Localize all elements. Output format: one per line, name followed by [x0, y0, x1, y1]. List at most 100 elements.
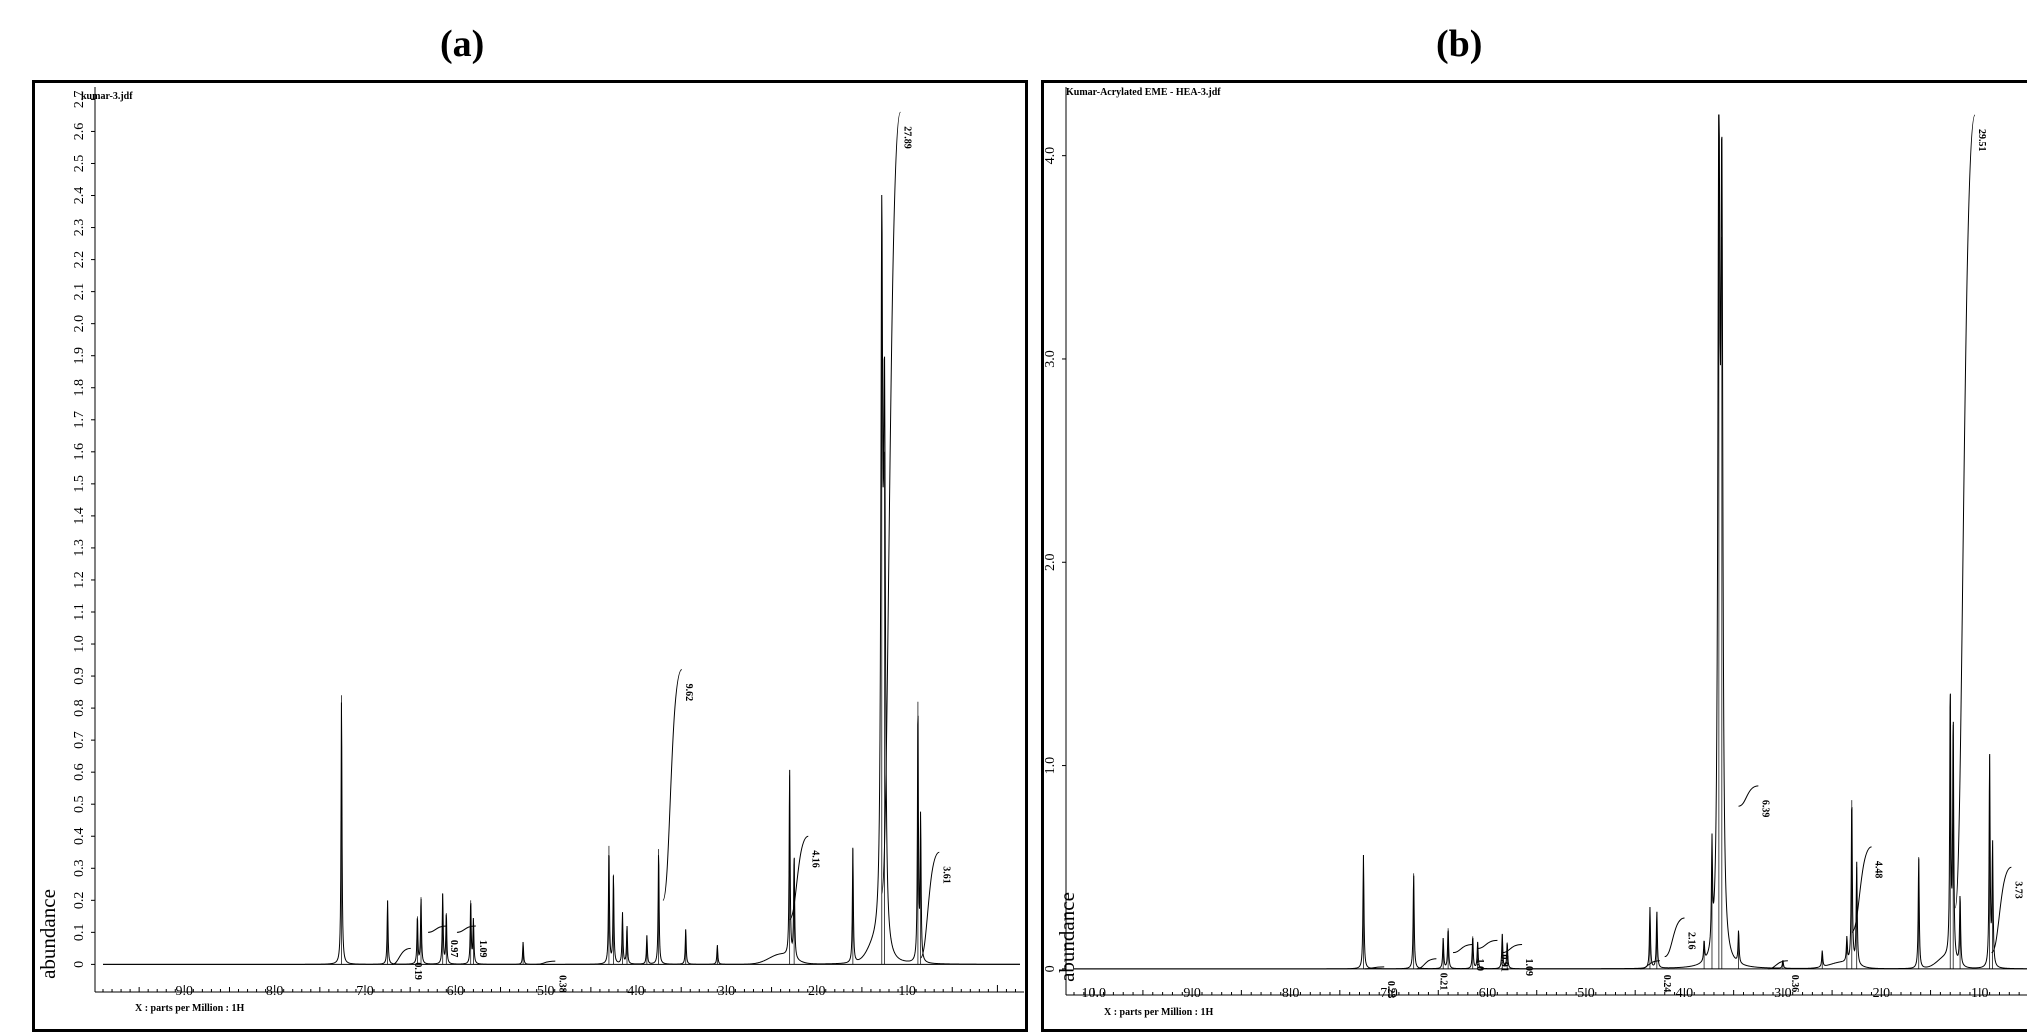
- panel-a-x-tick-label-0: 9.0: [176, 984, 194, 999]
- panel-a-y-tick-label-10: 1.0: [72, 635, 87, 653]
- panel-b-integral-curve-9: [1851, 846, 1872, 933]
- panel-b-integral-label-0: 0.23: [1385, 981, 1396, 999]
- panel-b-x-tick-label-4: 6.0: [1479, 986, 1497, 1001]
- panel-b-integral-label-5: 0.24: [1661, 975, 1672, 993]
- panel-a-caption: (a): [440, 23, 485, 65]
- panel-a-y-tick-label-7: 0.7: [72, 731, 87, 749]
- panel-a-y-tick-label-14: 1.4: [72, 507, 87, 525]
- panel-a-y-tick-label-18: 1.8: [72, 379, 87, 397]
- panel-a-y-tick-label-11: 1.1: [72, 603, 87, 621]
- panel-a-y-tick-label-15: 1.5: [72, 475, 87, 493]
- panel-a-integral-curve-7: [919, 851, 940, 959]
- panel-a-y-tick-label-23: 2.3: [72, 219, 87, 237]
- panel-a-integral-label-6: 27.89: [901, 126, 912, 149]
- panel-b-integral-curve-11: [1991, 866, 2012, 954]
- panel-a-x-tick-label-1: 8.0: [266, 984, 284, 999]
- panel-b-integral-curve-4: [1502, 943, 1523, 954]
- panel-b-caption: (b): [1436, 23, 1483, 65]
- panel-b-integral-label-3: 0.91: [1498, 954, 1509, 972]
- panel-b-y-tick-label-4: 4.0: [1043, 147, 1058, 165]
- panel-a-y-tick-label-19: 1.9: [72, 347, 87, 365]
- spectrum-panel-a: kumar-3.jdf 0 0.1 0.2 0.3 0.4 0.5 0.6 0.7 0.8 0.9 1…: [32, 80, 1028, 1032]
- panel-b-integral-label-6: 2.16: [1686, 932, 1697, 950]
- panel-a-y-tick-label-17: 1.7: [72, 411, 87, 429]
- panel-b-file-label: Kumar-Acrylated EME - HEA-3.jdf: [1066, 87, 1221, 98]
- panel-b-x-tick-label-6: 4.0: [1676, 986, 1694, 1001]
- panel-a-y-tick-label-2: 0.2: [72, 892, 87, 910]
- panel-a-y-tick-label-13: 1.3: [72, 539, 87, 557]
- panel-a-integral-label-7: 3.61: [940, 866, 951, 884]
- panel-b-y-tick-label-2: 2.0: [1043, 554, 1058, 572]
- panel-a-integral-curve-1: [428, 925, 447, 933]
- panel-a-y-tick-label-9: 0.9: [72, 667, 87, 685]
- panel-b-integral-curve-8: [1738, 785, 1759, 807]
- panel-a-integral-label-1: 0.97: [448, 940, 459, 958]
- panel-a-y-tick-label-3: 0.3: [72, 860, 87, 878]
- panel-a-y-tick-label-27: 2.7: [72, 91, 87, 109]
- panel-b-x-tick-label-9: 1.0: [1971, 986, 1989, 1001]
- panel-b-integral-label-1: 0.21: [1437, 973, 1448, 991]
- panel-a-integral-label-0: 0.19: [412, 962, 423, 980]
- panel-a-y-tick-label-20: 2.0: [72, 315, 87, 333]
- panel-b-x-axis-caption: X : parts per Million : 1H: [1104, 1007, 1213, 1018]
- panel-a-y-tick-label-16: 1.6: [72, 443, 87, 461]
- panel-b-x-tick-label-7: 3.0: [1774, 986, 1792, 1001]
- nmr-spectrum-b: Kumar-Acrylated EME - HEA-3.jdf 0 1.0 2.0 3.…: [1043, 87, 2027, 1018]
- panel-b-x-tick-label-5: 5.0: [1577, 986, 1595, 1001]
- panel-a-integral-curve-0: [391, 947, 411, 965]
- panel-a-x-tick-label-7: 2.0: [808, 984, 826, 999]
- panel-b-integral-label-2: 1.0: [1474, 958, 1485, 971]
- panel-a-y-tick-label-12: 1.2: [72, 571, 87, 589]
- spectrum-panel-b: Kumar-Acrylated EME - HEA-3.jdf 0 1.0 2.0 3.…: [1041, 80, 2027, 1032]
- panel-b-spectrum-trace: [1074, 114, 2027, 970]
- panel-a-y-tick-label-21: 2.1: [72, 283, 87, 301]
- panel-b-x-tick-label-3: 7.0: [1380, 986, 1398, 1001]
- panel-a-y-tick-label-26: 2.6: [72, 123, 87, 141]
- panel-a-y-tick-label-8: 0.8: [72, 699, 87, 717]
- panel-b-y-axis-title: abundance: [1055, 892, 1079, 982]
- panel-b-integral-label-4: 1.09: [1523, 958, 1534, 976]
- panel-a-integral-curve-5: [788, 835, 809, 921]
- panel-b-integral-label-11: 3.73: [2012, 881, 2023, 899]
- panel-a-y-tick-label-4: 0.4: [72, 827, 87, 845]
- panel-a-x-axis-caption: X : parts per Million : 1H: [135, 1003, 244, 1014]
- panel-a-y-tick-label-22: 2.2: [72, 251, 87, 269]
- panel-b-integral-curve-10: [1954, 114, 1976, 909]
- panel-a-y-tick-label-6: 0.6: [72, 763, 87, 781]
- panel-b-y-tick-label-3: 3.0: [1043, 350, 1058, 368]
- panel-a-y-tick-label-1: 0.1: [72, 924, 87, 942]
- panel-a-spectrum-trace: [103, 195, 1020, 965]
- panel-b-x-tick-label-2: 8.0: [1282, 986, 1300, 1001]
- panel-b-x-tick-label-0: 10.0: [1081, 986, 1106, 1001]
- panel-a-x-tick-label-4: 5.0: [537, 984, 555, 999]
- panel-a-integral-label-5: 4.16: [809, 850, 820, 868]
- panel-b-integral-curve-2: [1452, 943, 1473, 954]
- panel-a-integral-label-4: 9.62: [683, 684, 694, 702]
- panel-b-y-tick-label-0: 0: [1043, 965, 1058, 972]
- panel-a-x-tick-label-8: 1.0: [898, 984, 916, 999]
- panel-a-integral-curve-4: [662, 669, 683, 901]
- panel-a-y-axis-title: abundance: [36, 889, 60, 979]
- panel-b-integral-curve-6: [1664, 917, 1685, 958]
- panel-b-integral-label-7: 0.36: [1789, 975, 1800, 993]
- panel-a-integral-curve-2: [456, 925, 476, 933]
- panel-a-y-tick-label-5: 0.5: [72, 795, 87, 813]
- panel-b-y-tick-label-1: 1.0: [1043, 757, 1058, 775]
- panel-a-integral-label-2: 1.09: [477, 940, 488, 958]
- panel-a-file-label: kumar-3.jdf: [81, 91, 133, 102]
- panel-a-y-tick-label-24: 2.4: [72, 187, 87, 205]
- panel-a-x-tick-label-2: 7.0: [356, 984, 374, 999]
- panel-b-x-tick-label-8: 2.0: [1873, 986, 1891, 1001]
- panel-a-y-tick-label-0: 0: [72, 961, 87, 968]
- nmr-spectrum-a: kumar-3.jdf 0 0.1 0.2 0.3 0.4 0.5 0.6 0.7 0.8 0.9 1…: [36, 87, 1024, 1014]
- panel-b-integral-label-8: 6.39: [1759, 800, 1770, 818]
- panel-b-integral-label-10: 29.51: [1976, 129, 1987, 152]
- panel-b-integral-label-9: 4.48: [1873, 861, 1884, 879]
- panel-b-integral-curve-3: [1477, 939, 1498, 950]
- panel-a-integral-curve-6: [881, 111, 901, 895]
- panel-a-x-tick-label-3: 6.0: [447, 984, 465, 999]
- panel-a-y-tick-label-25: 2.5: [72, 155, 87, 173]
- panel-a-x-tick-label-5: 4.0: [627, 984, 645, 999]
- panel-b-x-tick-label-1: 9.0: [1183, 986, 1201, 1001]
- panel-a-integral-label-3: 0.38: [556, 975, 567, 993]
